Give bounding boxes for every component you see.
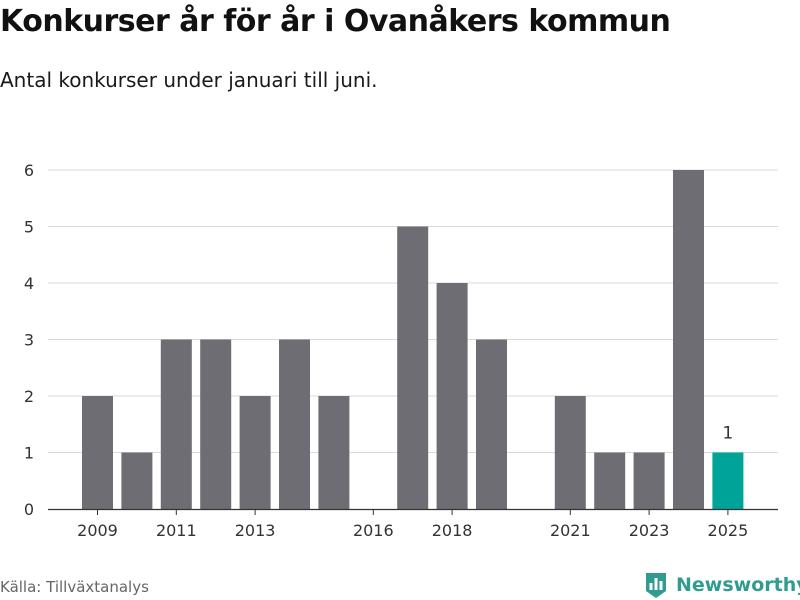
bar (436, 283, 468, 509)
bar (594, 452, 626, 509)
bar (397, 226, 429, 509)
x-tick-label: 2025 (708, 521, 749, 540)
y-tick-label: 0 (24, 500, 34, 519)
bar (121, 452, 153, 509)
x-tick-label: 2011 (156, 521, 197, 540)
bar (712, 452, 744, 509)
brand-logo[interactable]: Newsworthy (644, 570, 800, 600)
x-tick-label: 2021 (550, 521, 591, 540)
bar (476, 339, 507, 509)
bar (554, 396, 586, 509)
x-tick-label: 2009 (77, 521, 118, 540)
y-tick-label: 4 (24, 274, 34, 293)
bar (633, 452, 665, 509)
y-tick-label: 5 (24, 218, 34, 237)
bar (82, 396, 113, 509)
y-tick-label: 3 (24, 331, 34, 350)
bar (673, 170, 704, 509)
brand-name: Newsworthy (676, 574, 800, 596)
y-tick-label: 1 (24, 444, 34, 463)
bar (318, 396, 350, 509)
chart-subtitle: Antal konkurser under januari till juni. (0, 68, 378, 92)
bar (279, 339, 310, 509)
chart-title: Konkurser år för år i Ovanåkers kommun (0, 4, 671, 39)
x-tick-label: 2013 (235, 521, 276, 540)
data-label: 1 (722, 424, 733, 444)
x-tick-label: 2016 (353, 521, 394, 540)
x-tick-label: 2023 (629, 521, 670, 540)
source-note: Källa: Tillväxtanalys (0, 578, 149, 596)
chart-logo-icon (646, 573, 666, 598)
bar (239, 396, 271, 509)
y-tick-label: 6 (24, 161, 34, 180)
bar (160, 339, 192, 509)
bar (200, 339, 232, 509)
x-tick-label: 2018 (432, 521, 473, 540)
y-tick-label: 2 (24, 387, 34, 406)
